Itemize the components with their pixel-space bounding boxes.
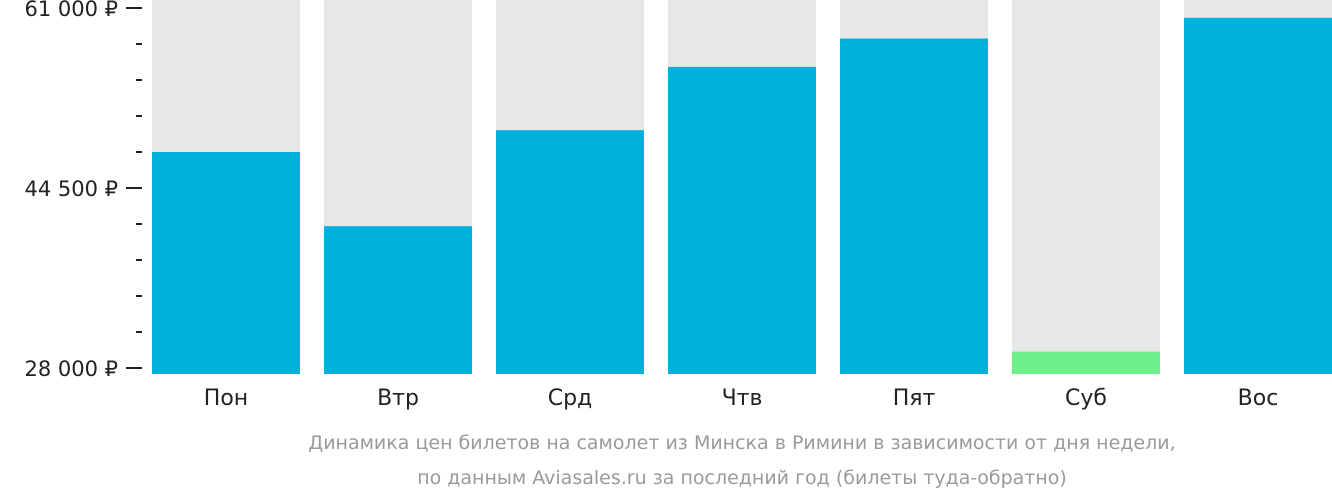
chart-caption-line-2: по данным Aviasales.ru за последний год … [417,467,1067,489]
y-tick-label-2: 28 000 ₽ [24,357,118,381]
chart-caption-line-1: Динамика цен билетов на самолет из Минск… [308,432,1176,454]
x-tick-label-5: Суб [1065,386,1107,411]
bar-1 [324,226,472,374]
bar-6 [1184,17,1332,375]
x-tick-label-1: Втр [377,386,419,411]
bar-5 [1012,351,1160,374]
x-tick-label-6: Вос [1238,386,1279,411]
bar-0 [152,152,300,374]
price-bar-chart: Пон Втр Срд Чтв Пят Суб Вос 61 000 ₽ 44 500 ₽ 28 … [24,0,1332,411]
y-tick-label-1: 44 500 ₽ [24,177,118,201]
bar-2 [496,130,644,374]
x-tick-label-4: Пят [893,386,936,411]
bar-4 [840,38,988,374]
bar-track-5 [1012,0,1160,374]
x-tick-label-3: Чтв [722,386,763,411]
bar-3 [668,66,816,374]
y-tick-label-0: 61 000 ₽ [24,0,118,21]
x-tick-label-0: Пон [204,386,248,411]
x-tick-label-2: Срд [548,386,593,411]
